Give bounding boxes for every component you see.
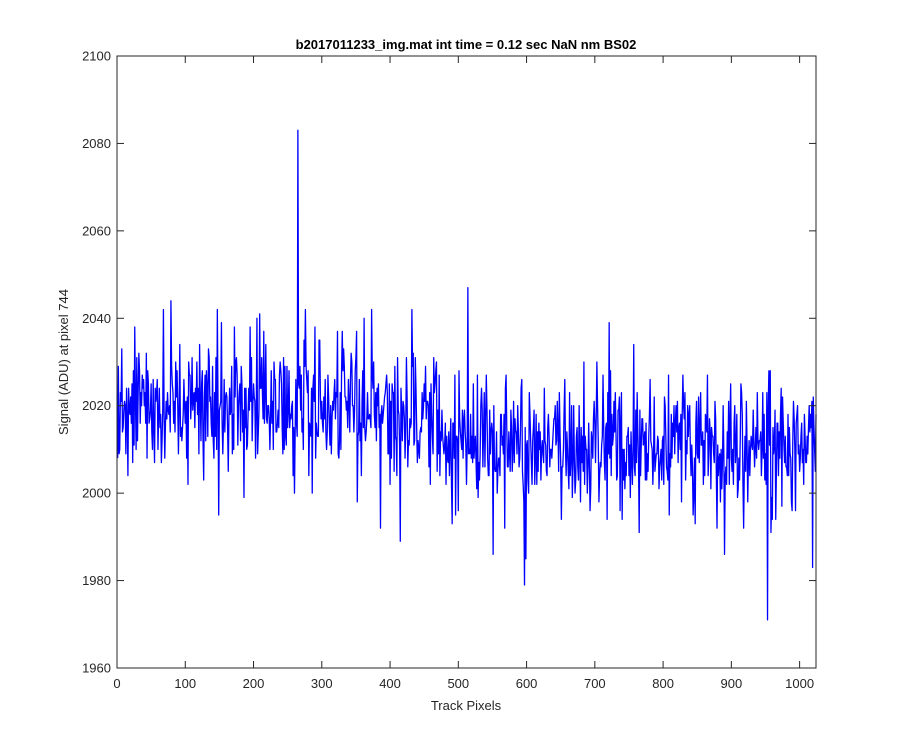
x-axis-label: Track Pixels <box>431 698 502 713</box>
x-tick-label: 400 <box>379 676 401 691</box>
x-tick-label: 200 <box>243 676 265 691</box>
y-tick-label: 2080 <box>82 136 111 151</box>
x-tick-label: 900 <box>721 676 743 691</box>
ticks-layer: 0 100 200 300 400 500 600 700 800 900 1000 1960 1980… <box>82 49 816 691</box>
x-tick-label: 0 <box>113 676 120 691</box>
x-tick-label: 500 <box>447 676 469 691</box>
data-layer <box>117 129 817 621</box>
y-tick-label: 1960 <box>82 661 111 676</box>
x-tick-label: 300 <box>311 676 333 691</box>
plot-area-frame <box>116 55 817 669</box>
y-tick-label: 2020 <box>82 398 111 413</box>
x-tick-label: 100 <box>174 676 196 691</box>
x-tick-label: 800 <box>652 676 674 691</box>
signal-line <box>117 129 817 621</box>
y-axis-label: Signal (ADU) at pixel 744 <box>56 289 71 435</box>
y-tick-label: 1980 <box>82 573 111 588</box>
x-tick-label: 600 <box>516 676 538 691</box>
y-tick-label: 2060 <box>82 223 111 238</box>
y-tick-label: 2040 <box>82 311 111 326</box>
chart-title: b2017011233_img.mat int time = 0.12 sec … <box>296 37 637 52</box>
x-tick-label: 700 <box>584 676 606 691</box>
x-tick-label: 1000 <box>785 676 814 691</box>
y-tick-label: 2000 <box>82 486 111 501</box>
y-tick-label: 2100 <box>82 49 111 64</box>
plot-area-background <box>117 56 816 668</box>
